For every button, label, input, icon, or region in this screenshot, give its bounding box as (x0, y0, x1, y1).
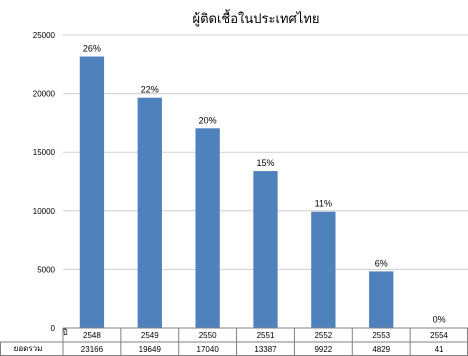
x-tick-label: 2549 (141, 331, 159, 340)
x-tick-label: 2551 (257, 331, 275, 340)
data-label: 20% (199, 115, 217, 125)
y-tick-label: 10000 (33, 207, 56, 216)
data-label: 22% (141, 85, 159, 95)
data-label: 0% (433, 315, 446, 325)
data-labels: 26% 22% 20% 15% 11% 6% 0% (83, 43, 446, 324)
table-cell: 17040 (197, 345, 220, 354)
bar-2553 (369, 271, 394, 328)
table-cell: 4829 (372, 345, 390, 354)
x-tick-label: 2554 (430, 331, 448, 340)
table-row-label: ยอดรวม (14, 344, 43, 353)
gridlines (63, 34, 468, 270)
x-tick-label: 2550 (199, 331, 217, 340)
bar-2550 (195, 128, 220, 328)
data-label: 6% (375, 258, 388, 268)
x-axis-title: ปี (62, 328, 68, 337)
bar-2552 (311, 211, 336, 328)
x-tick-label: 2548 (83, 331, 101, 340)
y-tick-label: 0 (51, 324, 56, 333)
data-table: ปี ยอดรวม 2548 23166 2549 19649 2550 17040 255… (0, 327, 468, 356)
data-label: 11% (315, 199, 332, 209)
bar-2551 (253, 171, 278, 328)
table-cell: 41 (435, 345, 444, 354)
data-label: 26% (83, 43, 101, 53)
table-cell: 19649 (139, 345, 162, 354)
y-tick-label: 5000 (37, 265, 55, 274)
bar-2548 (79, 56, 105, 329)
y-tick-label: 15000 (33, 148, 56, 157)
bars (79, 56, 452, 329)
x-tick-label: 2552 (314, 331, 332, 340)
y-tick-label: 25000 (33, 31, 56, 40)
table-cell: 9922 (314, 345, 332, 354)
y-tick-label: 20000 (33, 90, 56, 99)
table-cell: 13387 (254, 345, 277, 354)
table-cell: 23166 (81, 345, 104, 354)
x-tick-label: 2553 (372, 331, 390, 340)
data-label: 15% (256, 158, 274, 168)
bar-2549 (137, 97, 162, 329)
chart-title: ผู้ติดเชื้อในประเทศไทย (192, 9, 319, 27)
y-axis: 0 5000 10000 15000 20000 25000 (33, 31, 56, 333)
